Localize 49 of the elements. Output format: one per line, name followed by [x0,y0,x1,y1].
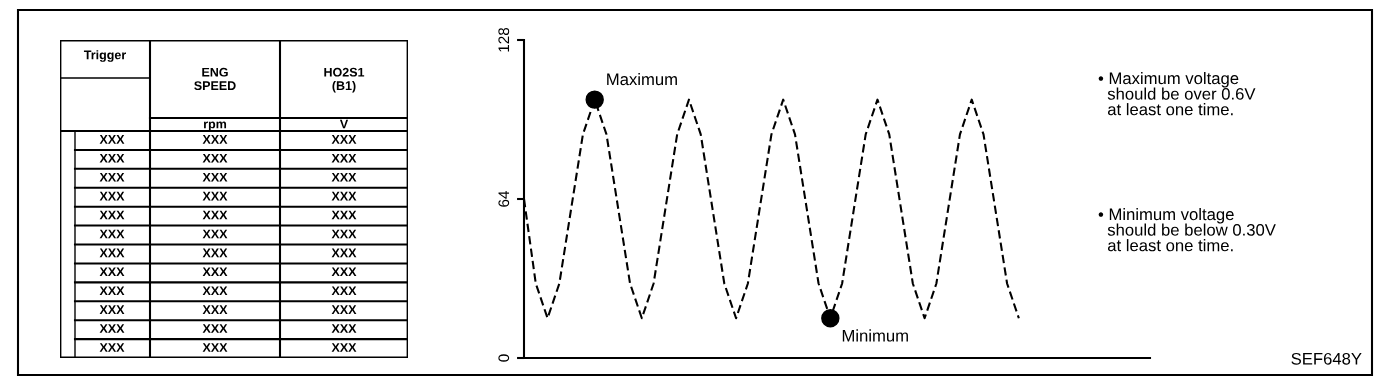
text: XXX [99,229,125,239]
y-tick-label: 0 [498,354,510,362]
text: XXX [331,343,357,352]
text: XXX [202,210,228,220]
text: • Minimum voltage should be below 0.30V at least one time. [1098,208,1276,252]
text: XXX [331,191,357,201]
text: V [339,119,349,129]
text: ENG SPEED [194,67,236,91]
text: XXX [331,172,357,182]
text: XXX [202,135,228,144]
text: XXX [202,286,228,296]
text: XXX [202,191,228,201]
text: XXX [202,154,228,163]
text: XXX [202,248,228,258]
text: XXX [331,324,357,333]
text: XXX [99,191,125,201]
text: XXX [99,343,125,352]
text: XXX [99,154,125,163]
text: XXX [99,267,125,277]
text: XXX [99,172,125,182]
text: XXX [99,305,125,314]
text: XXX [331,267,357,277]
text: XXX [202,267,228,277]
annotation: Minimum [842,329,908,342]
text: XXX [331,229,357,239]
text: XXX [202,324,228,333]
text: XXX [202,172,228,182]
text: XXX [331,154,357,163]
text: SEF648Y [1291,352,1362,365]
text: XXX [202,229,228,239]
text: XXX [99,210,125,220]
text: XXX [99,324,125,333]
y-tick-label: 64 [498,190,510,207]
text: XXX [202,305,228,314]
text: XXX [331,305,357,314]
text: XXX [331,135,357,144]
text: rpm [204,121,227,131]
text: XXX [331,248,357,258]
y-tick-label: 128 [498,27,510,52]
text: XXX [331,286,357,296]
text: Trigger [83,50,126,62]
text: XXX [99,135,125,144]
text: • Maximum voltage should be over 0.6V at least one time. [1098,72,1256,116]
text: XXX [99,286,125,296]
text: HO2S1 (B1) [324,67,365,93]
text: XXX [331,210,357,220]
text: XXX [202,343,228,352]
annotation: Maximum [607,72,677,86]
text: XXX [99,248,125,258]
